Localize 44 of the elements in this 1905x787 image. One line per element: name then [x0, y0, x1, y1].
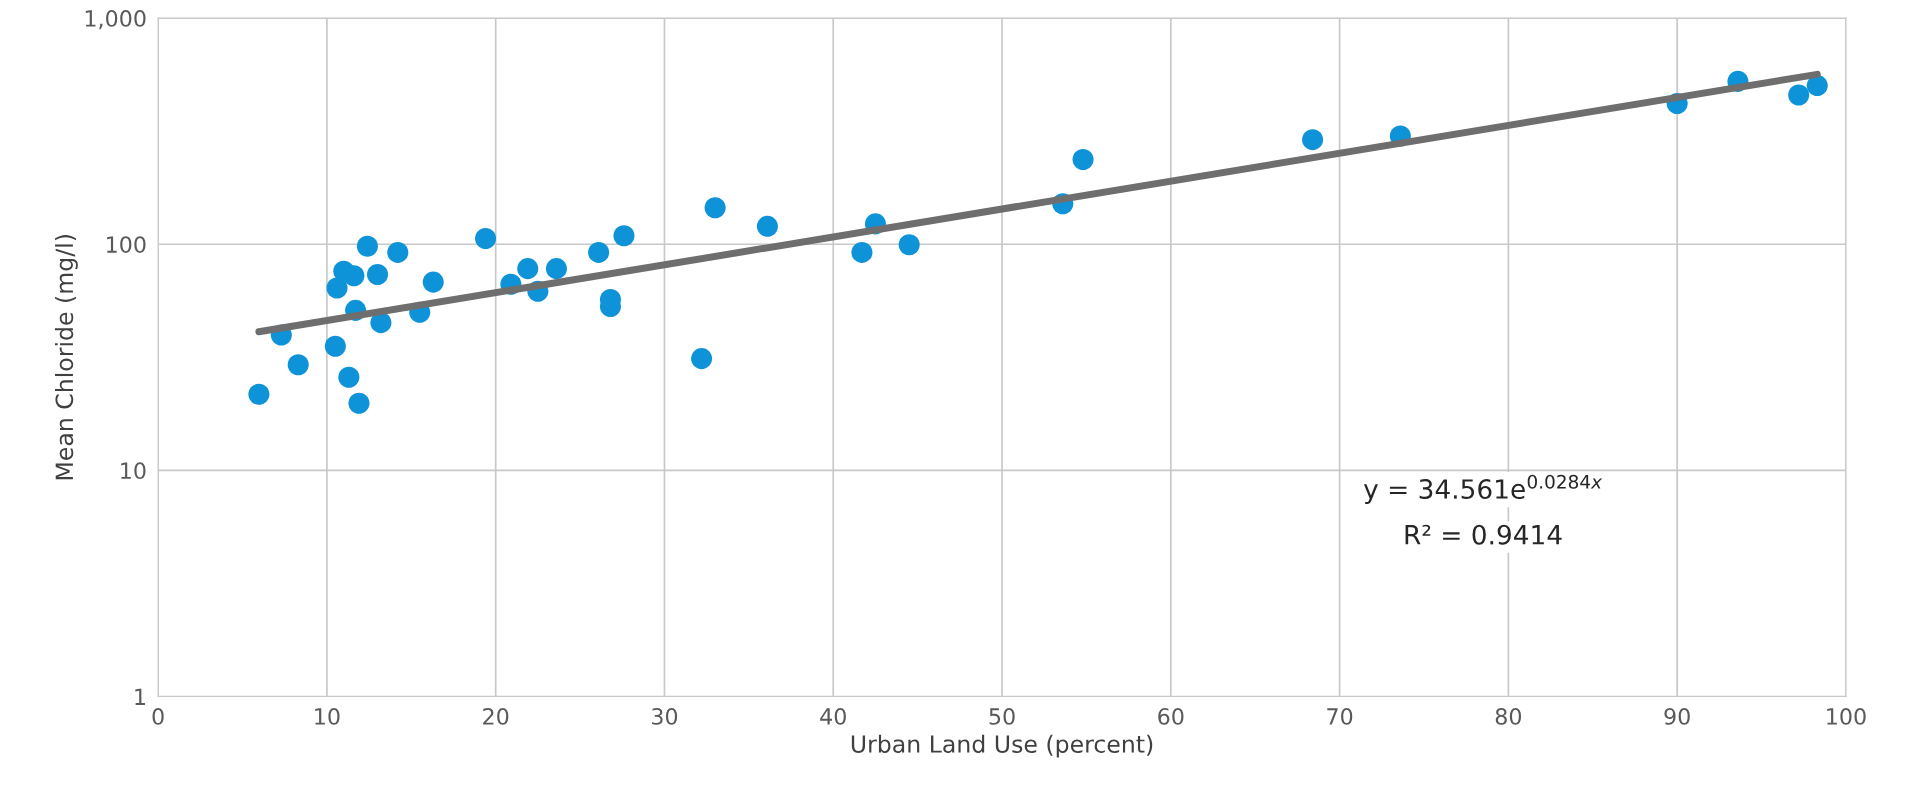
point: [517, 258, 539, 280]
annotation: R² = 0.9414: [1405, 524, 1562, 545]
y-tick-label: 10: [121, 462, 146, 480]
x-tick-label: 80: [1495, 708, 1522, 725]
x-tick-label: 90: [1664, 708, 1690, 725]
point: [367, 263, 389, 285]
point: [326, 277, 348, 299]
point: [545, 258, 567, 280]
x-tick-label: 0: [152, 708, 164, 725]
point: [588, 241, 610, 263]
point: [1788, 84, 1810, 106]
point: [613, 225, 635, 247]
x-tick-label: 10: [315, 708, 340, 725]
x-tick-label: 100: [1827, 708, 1866, 725]
point: [387, 241, 409, 263]
point: [851, 241, 873, 263]
x-tick-label: 50: [989, 708, 1015, 725]
point: [356, 235, 378, 257]
x-tick-label: 40: [820, 708, 846, 725]
point: [248, 383, 270, 405]
point: [1072, 148, 1094, 171]
x-tick-label: 20: [483, 708, 509, 725]
point: [691, 348, 713, 370]
point: [756, 215, 778, 237]
point: [704, 197, 726, 219]
y-tick-label: 1: [135, 688, 145, 705]
point: [287, 354, 309, 376]
x-axis-title: Urban Land Use (percent): [851, 734, 1153, 758]
y-axis-title: Mean Chloride (mg/l): [54, 235, 78, 480]
point: [348, 392, 370, 414]
annotation: y = 34.561e$^{0.0284x}$: [1363, 474, 1603, 505]
point: [343, 265, 365, 287]
point: [898, 234, 920, 256]
y-tick-label: 1,000: [85, 10, 146, 30]
x-tick-label: 30: [652, 708, 678, 725]
point: [1806, 75, 1828, 97]
point: [324, 335, 346, 357]
y-tick-label: 100: [107, 236, 146, 253]
x-tick-label: 70: [1327, 708, 1353, 725]
point: [1302, 129, 1324, 151]
point: [338, 366, 360, 388]
x-tick-label: 60: [1158, 708, 1184, 725]
point: [475, 227, 497, 250]
point: [422, 271, 444, 293]
